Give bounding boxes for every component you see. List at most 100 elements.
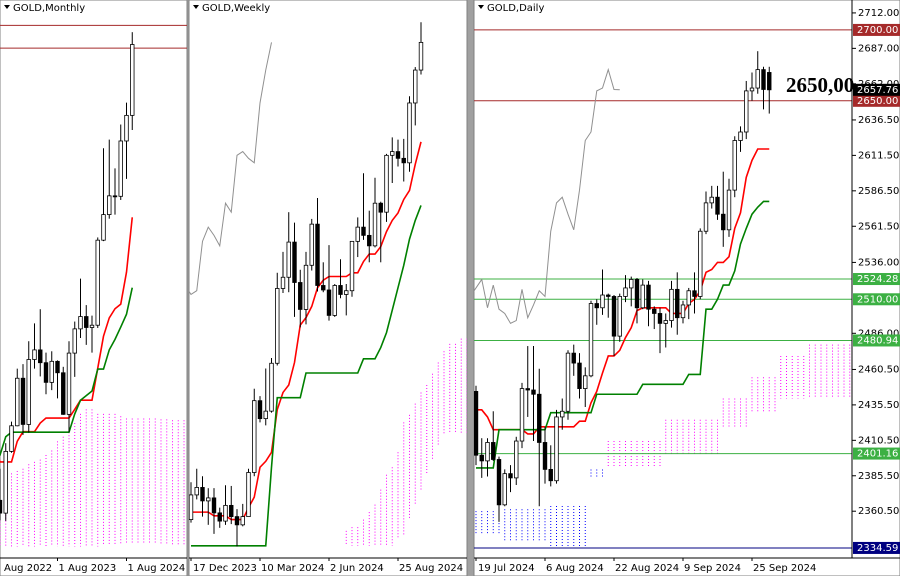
candle-body bbox=[491, 442, 496, 460]
candle-body bbox=[629, 279, 634, 289]
date-label: 25 Aug 2024 bbox=[399, 563, 463, 574]
date-label: 22 Aug 2024 bbox=[615, 563, 679, 574]
candle-body bbox=[229, 504, 234, 518]
candle-body bbox=[508, 473, 513, 479]
candle-body bbox=[9, 425, 14, 452]
panel bbox=[188, 0, 468, 576]
candle-body bbox=[565, 352, 571, 412]
candle-body bbox=[663, 320, 668, 324]
candle-body bbox=[107, 195, 112, 215]
candle-body bbox=[240, 516, 245, 526]
panel bbox=[0, 0, 188, 576]
candle-body bbox=[531, 389, 536, 395]
candle-body bbox=[675, 288, 680, 319]
candle-body bbox=[112, 195, 118, 198]
date-label: 6 Aug 2024 bbox=[546, 563, 604, 574]
panel-title: GOLD,Weekly bbox=[202, 3, 270, 14]
candle-body bbox=[744, 90, 749, 133]
candle-body bbox=[3, 450, 8, 514]
menu-arrow bbox=[478, 5, 484, 9]
candle-body bbox=[588, 303, 594, 377]
level-label: 2524.28 bbox=[857, 274, 898, 285]
candle-body bbox=[600, 294, 605, 309]
candle-body bbox=[20, 377, 26, 425]
y-tick-label: 2712.00 bbox=[858, 8, 899, 19]
candle-body bbox=[384, 154, 389, 213]
level-tag bbox=[853, 94, 900, 107]
candle-body bbox=[686, 290, 691, 306]
candle-body bbox=[0, 499, 3, 514]
candle-body bbox=[623, 287, 628, 297]
candle-body bbox=[761, 69, 766, 90]
candle-body bbox=[474, 391, 479, 456]
candle-body bbox=[206, 497, 211, 502]
candle-body bbox=[367, 234, 372, 247]
candle-body bbox=[692, 290, 697, 297]
candle-body bbox=[583, 375, 588, 389]
candle-body bbox=[118, 140, 123, 197]
candle-body bbox=[275, 288, 280, 364]
panel-title: GOLD,Daily bbox=[487, 3, 544, 14]
candle-body bbox=[269, 362, 274, 412]
candle-body bbox=[485, 442, 490, 462]
candle-body bbox=[309, 223, 314, 266]
y-tick-label: 2636.50 bbox=[858, 115, 899, 126]
candle-body bbox=[217, 512, 222, 522]
y-tick-label: 2385.50 bbox=[858, 471, 899, 482]
candle-body bbox=[703, 202, 709, 232]
date-label: 10 Mar 2024 bbox=[261, 563, 324, 574]
candle-body bbox=[130, 44, 135, 116]
y-tick-label: 2486.00 bbox=[858, 328, 899, 339]
candle-body bbox=[292, 241, 297, 283]
candle-body bbox=[32, 349, 37, 360]
candle-body bbox=[194, 487, 199, 496]
candle-body bbox=[669, 288, 674, 321]
y-tick-label: 2586.50 bbox=[858, 186, 899, 197]
candle-body bbox=[617, 296, 622, 337]
level-tag bbox=[853, 447, 900, 460]
candle-body bbox=[78, 316, 83, 330]
candle-body bbox=[721, 213, 726, 231]
candle-body bbox=[496, 459, 502, 506]
candle-body bbox=[657, 313, 663, 324]
candle-body bbox=[407, 102, 412, 164]
date-label: 1 Aug 2024 bbox=[128, 563, 186, 574]
candle-body bbox=[395, 151, 401, 159]
candle-body bbox=[61, 372, 66, 415]
level-tag bbox=[853, 541, 900, 554]
candle-body bbox=[378, 202, 383, 213]
candle-body bbox=[479, 454, 484, 462]
y-tick-label: 2410.50 bbox=[858, 435, 899, 446]
candle-body bbox=[646, 284, 651, 310]
annotation: 2650,00 bbox=[786, 73, 854, 97]
candle-body bbox=[124, 114, 129, 142]
menu-arrow bbox=[4, 5, 10, 9]
candle-body bbox=[303, 264, 309, 310]
candle-body bbox=[344, 290, 349, 295]
indicator-line bbox=[476, 200, 770, 469]
y-tick-label: 2561.50 bbox=[858, 221, 899, 232]
candle-body bbox=[211, 497, 217, 514]
candle-body bbox=[49, 360, 54, 383]
candle-body bbox=[246, 472, 251, 518]
panel-title: GOLD,Monthly bbox=[13, 3, 85, 14]
candle-body bbox=[594, 303, 599, 309]
candle-body bbox=[554, 416, 559, 482]
level-tag bbox=[853, 23, 900, 36]
candle-body bbox=[298, 282, 303, 310]
level-tag bbox=[853, 334, 900, 347]
level-label: 2650.00 bbox=[857, 96, 898, 107]
level-tag bbox=[853, 293, 900, 306]
candle-body bbox=[514, 440, 519, 479]
candle-body bbox=[418, 41, 424, 71]
candle-body bbox=[338, 285, 343, 295]
candle-body bbox=[72, 328, 77, 354]
candle-body bbox=[372, 202, 378, 247]
candle-body bbox=[55, 360, 60, 374]
candle-body bbox=[715, 196, 720, 215]
candle-body bbox=[680, 304, 686, 319]
y-tick-label: 2687.00 bbox=[858, 43, 899, 54]
y-tick-label: 2460.50 bbox=[858, 364, 899, 375]
